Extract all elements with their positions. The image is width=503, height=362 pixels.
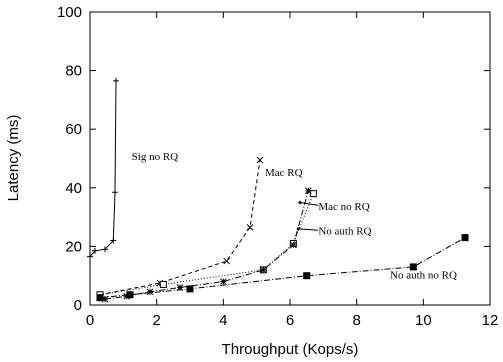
y-tick-label: 80 xyxy=(65,63,82,80)
x-tick-label: 0 xyxy=(86,312,94,329)
series-mac-rq-line xyxy=(99,159,261,296)
series-sig-no-rq-point xyxy=(92,247,98,254)
pointer-no-auth-rq xyxy=(298,228,319,231)
x-tick-label: 2 xyxy=(152,312,160,329)
y-tick-label: 100 xyxy=(57,4,82,21)
series-no-auth-no-rq-point xyxy=(303,272,311,280)
y-tick-label: 0 xyxy=(74,297,82,314)
series-sig-no-rq-point xyxy=(110,237,117,244)
series-mac-no-rq-line xyxy=(99,193,314,296)
axis-ticks: 0 2 4 6 8 10 12 0 20 40 60 80 100 xyxy=(57,4,498,329)
series-mac-no-rq-point xyxy=(309,190,317,198)
series-layer xyxy=(87,77,469,303)
pointer-mac-no-rq xyxy=(299,201,319,206)
series-no-auth-rq-point xyxy=(101,295,109,303)
series-labels: Sig no RQ Mac RQ Mac no RQ No auth RQ No aut… xyxy=(132,151,457,282)
series-no-auth-rq-point xyxy=(176,284,184,291)
y-axis-label: Latency (ms) xyxy=(5,115,22,202)
series-label-no-auth-no-rq: No auth no RQ xyxy=(390,270,457,282)
series-mac-no-rq-point xyxy=(159,280,167,288)
y-tick-label: 20 xyxy=(65,238,82,255)
x-tick-label: 12 xyxy=(482,312,499,329)
series-label-no-auth-rq: No auth RQ xyxy=(318,226,371,238)
y-tick-label: 60 xyxy=(65,121,82,138)
pointer-mac-no-rq-head xyxy=(298,200,302,204)
series-sig-no-rq-line xyxy=(89,80,117,257)
pointer-no-auth-rq-head xyxy=(296,227,300,231)
series-sig-no-rq-point xyxy=(102,246,108,253)
x-tick-label: 6 xyxy=(286,312,294,329)
series-no-auth-rq-point xyxy=(219,278,227,285)
series-no-auth-no-rq xyxy=(96,234,469,302)
series-no-auth-no-rq-point xyxy=(409,263,417,271)
series-no-auth-rq-point xyxy=(289,241,297,249)
series-no-auth-no-rq-point xyxy=(186,285,194,293)
series-no-auth-rq-line xyxy=(104,190,309,300)
series-sig-no-rq-point xyxy=(112,189,118,196)
series-no-auth-no-rq-line xyxy=(99,237,466,299)
series-no-auth-no-rq-point xyxy=(96,294,104,302)
x-tick-label: 10 xyxy=(415,312,432,329)
series-mac-rq-point xyxy=(256,156,264,164)
series-no-auth-rq xyxy=(101,187,312,303)
series-no-auth-no-rq-point xyxy=(461,234,469,242)
series-sig-no-rq-point xyxy=(113,77,119,84)
series-no-auth-rq-point xyxy=(146,288,154,296)
series-sig-no-rq xyxy=(87,77,119,260)
x-tick-label: 8 xyxy=(352,312,360,329)
series-mac-rq-point xyxy=(223,257,231,265)
series-label-mac-no-rq: Mac no RQ xyxy=(318,201,369,213)
series-no-auth-rq-point xyxy=(304,187,312,195)
x-axis-label: Throughput (Kops/s) xyxy=(222,341,359,358)
series-no-auth-no-rq-point xyxy=(126,291,134,299)
series-mac-rq-point xyxy=(246,224,254,231)
series-mac-rq xyxy=(96,156,264,299)
series-label-sig-no-rq: Sig no RQ xyxy=(132,151,179,163)
series-sig-no-rq-point xyxy=(87,253,93,260)
series-mac-no-rq xyxy=(96,190,317,299)
series-label-mac-rq: Mac RQ xyxy=(265,167,303,179)
x-tick-label: 4 xyxy=(219,312,227,329)
series-no-auth-rq-point xyxy=(259,266,267,274)
y-tick-label: 40 xyxy=(65,180,82,197)
